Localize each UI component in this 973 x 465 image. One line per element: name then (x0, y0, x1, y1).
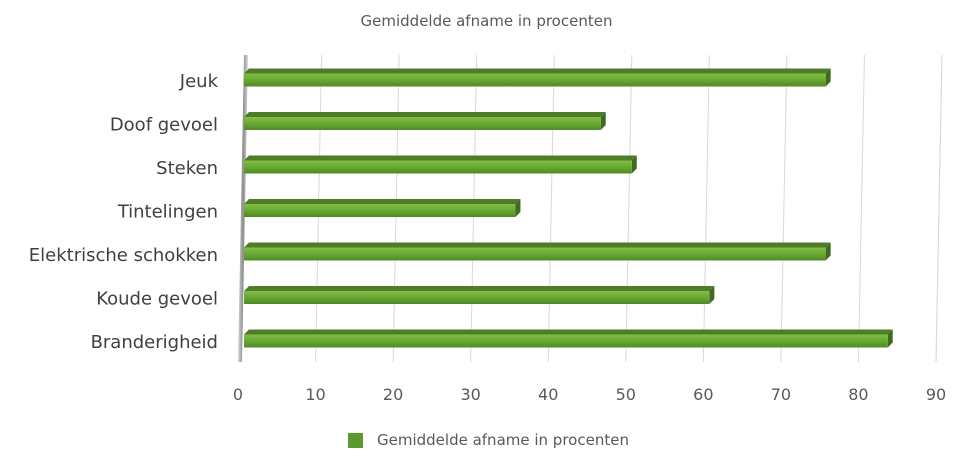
category-label-3: Tintelingen (117, 202, 218, 223)
bar-6 (244, 329, 893, 348)
bar-top-6 (244, 329, 893, 335)
gridline-40 (547, 54, 555, 363)
x-tick-label-0: 0 (233, 385, 243, 404)
chart-title: Gemiddelde afname in procenten (360, 12, 613, 30)
bars (244, 68, 893, 348)
legend-swatch (348, 432, 363, 448)
category-label-0: Jeuk (179, 71, 219, 92)
x-tick-label-50: 50 (616, 385, 636, 404)
x-tick-label-90: 90 (926, 385, 946, 404)
bar-face-4 (244, 247, 826, 261)
x-tick-label-10: 10 (305, 385, 325, 404)
category-label-1: Doof gevoel (110, 115, 218, 136)
x-axis-ticks: 0 10 20 30 40 50 60 70 80 90 (233, 385, 946, 404)
bar-side-5 (709, 286, 715, 304)
axis-wall (238, 55, 248, 362)
gridline-right (935, 54, 943, 363)
x-tick-label-70: 70 (771, 385, 791, 404)
bar-top-2 (244, 155, 637, 161)
legend-label: Gemiddelde afname in procenten (377, 431, 629, 449)
bar-face-6 (244, 334, 888, 348)
x-tick-label-20: 20 (383, 385, 403, 404)
x-tick-label-60: 60 (693, 385, 713, 404)
bar-top-3 (244, 199, 521, 204)
gridline-70 (780, 54, 788, 363)
bar-side-1 (600, 112, 606, 130)
x-tick-label-80: 80 (848, 385, 868, 404)
bar-face-2 (244, 160, 632, 174)
x-tick-label-40: 40 (538, 385, 558, 404)
bar-side-3 (515, 199, 521, 217)
bar-side-2 (631, 155, 637, 174)
legend: Gemiddelde afname in procenten (348, 430, 629, 450)
bar-top-4 (244, 242, 831, 248)
x-tick-label-30: 30 (460, 385, 480, 404)
gridline-80 (857, 54, 865, 363)
bar-top-1 (244, 112, 606, 117)
bar-side-6 (887, 329, 893, 348)
bar-4 (244, 242, 831, 261)
bar-top-0 (244, 68, 831, 74)
bar-face-1 (244, 117, 601, 130)
bar-side-0 (825, 68, 831, 87)
category-label-4: Elektrische schokken (29, 245, 218, 266)
bar-top-5 (244, 286, 715, 291)
bar-face-5 (244, 291, 710, 304)
category-label-2: Steken (156, 158, 218, 179)
bar-side-4 (825, 242, 831, 261)
bar-face-0 (244, 73, 826, 87)
gridline-60 (702, 54, 710, 363)
category-label-5: Koude gevoel (96, 289, 218, 310)
bar-face-3 (244, 204, 516, 217)
gridline-50 (625, 54, 633, 363)
bar-2 (244, 155, 637, 174)
category-labels: Jeuk Doof gevoel Steken Tintelingen Elektris… (29, 71, 219, 353)
bar-1 (244, 112, 606, 130)
bar-3 (244, 199, 521, 217)
category-label-6: Branderigheid (91, 332, 218, 353)
bar-5 (244, 286, 715, 304)
left-wall (238, 55, 248, 362)
bar-0 (244, 68, 831, 87)
